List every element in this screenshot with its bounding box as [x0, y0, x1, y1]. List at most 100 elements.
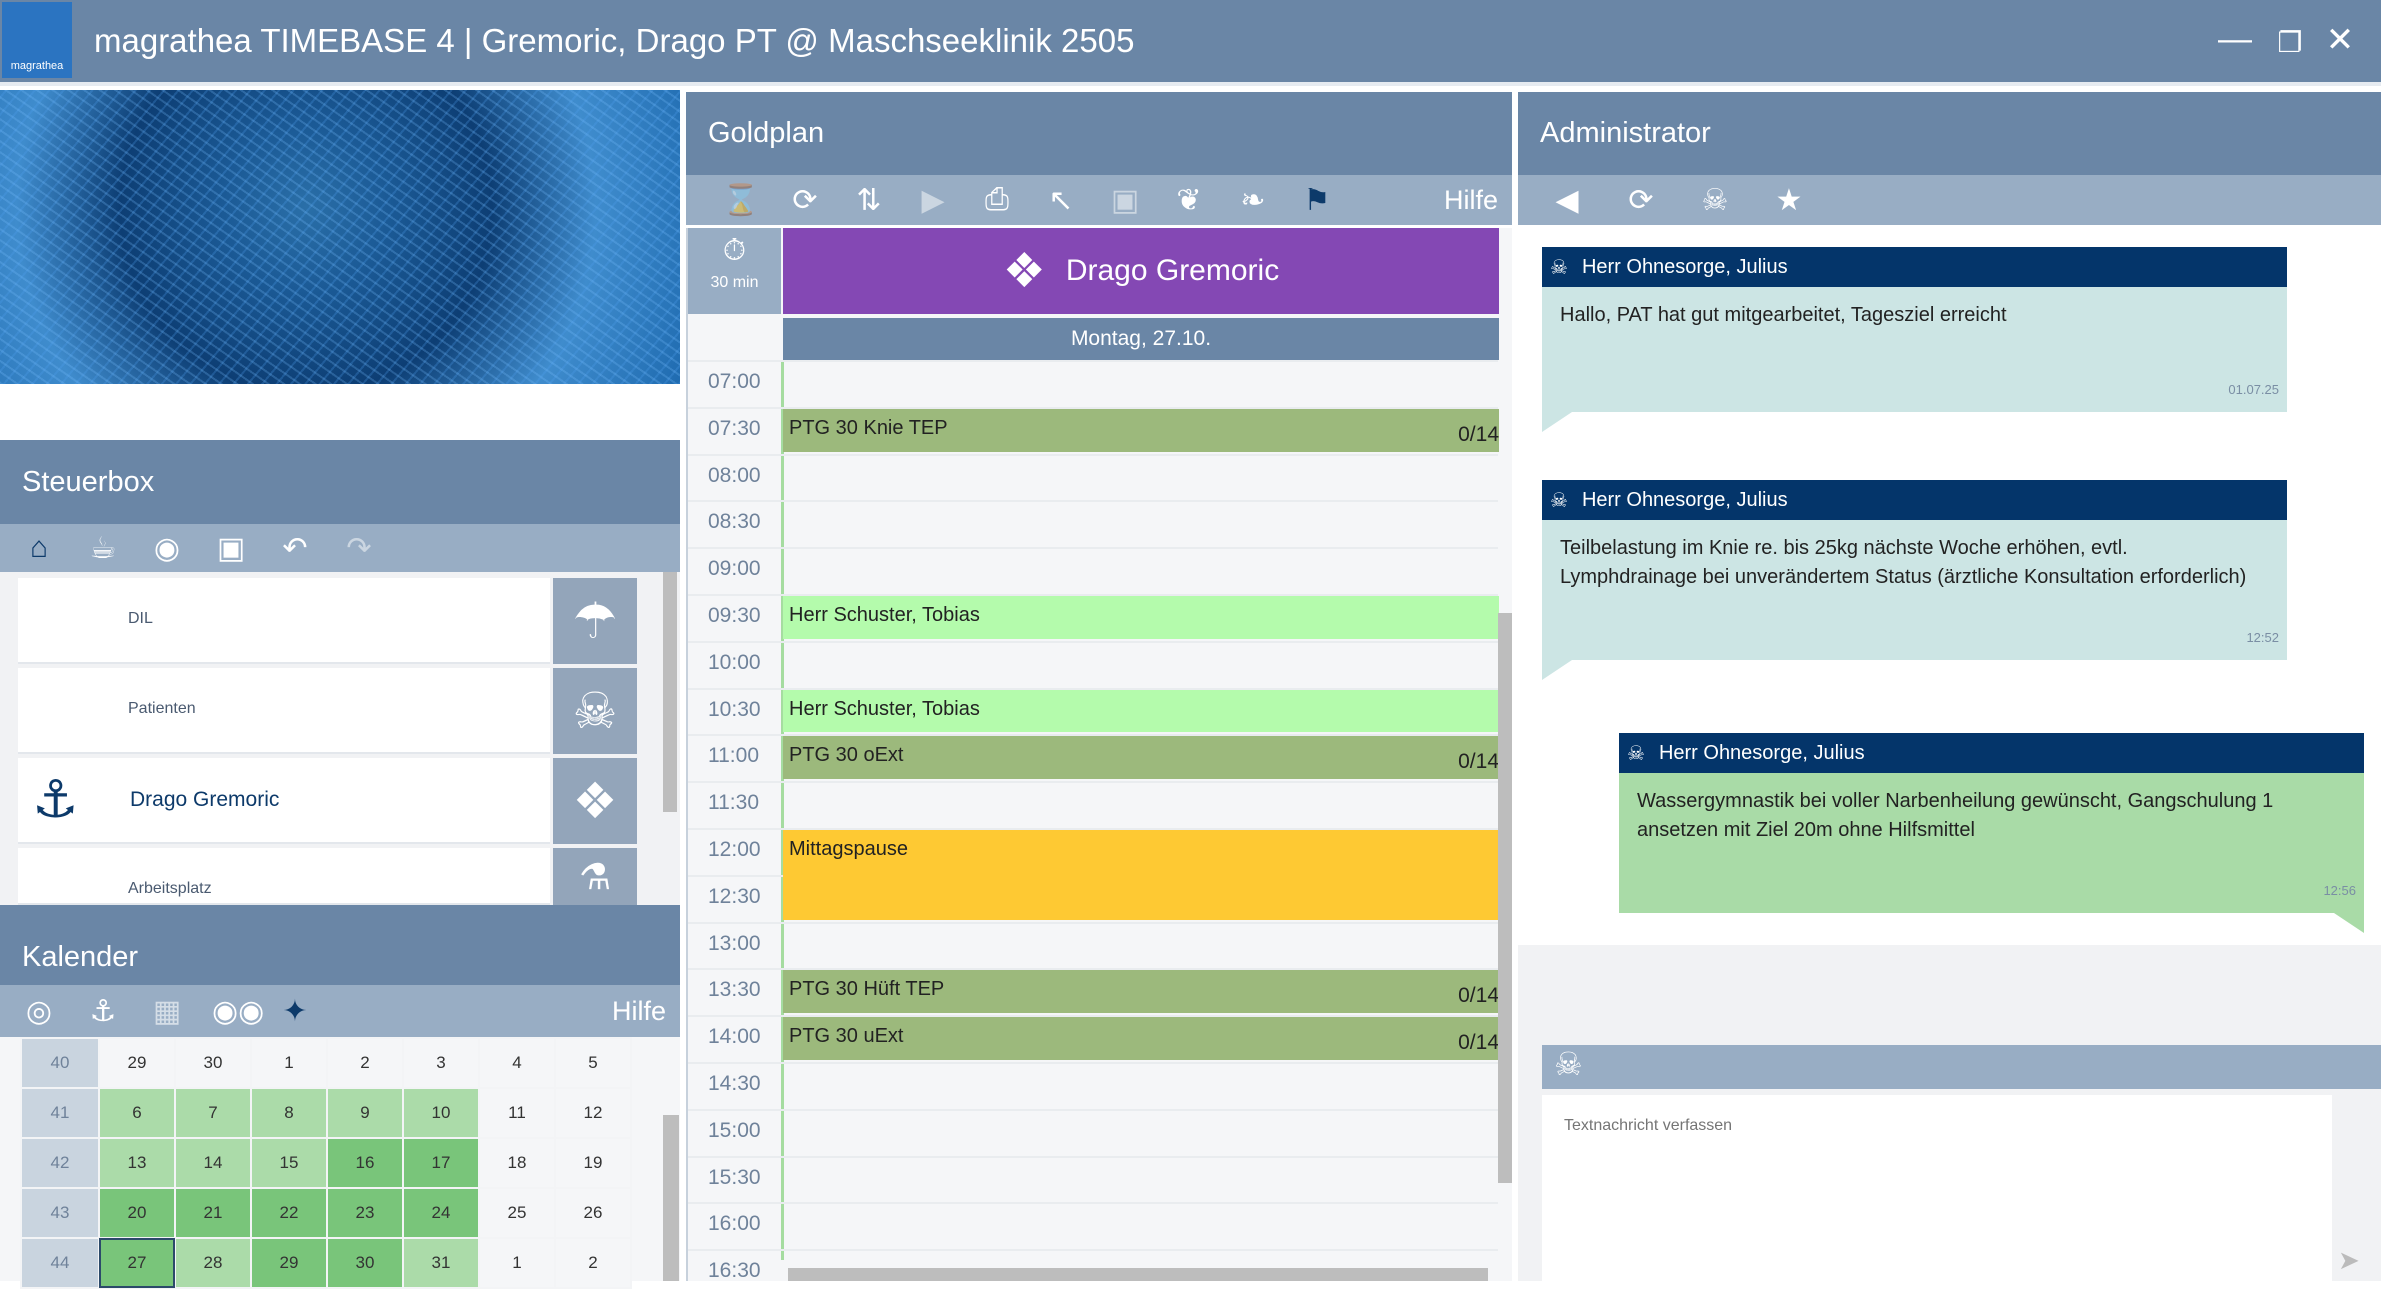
- time-row[interactable]: 13:00: [688, 921, 1498, 969]
- week-number[interactable]: 41: [20, 1087, 100, 1139]
- appointment[interactable]: Mittagspause: [783, 830, 1499, 920]
- calendar-day[interactable]: 30: [326, 1237, 404, 1289]
- time-row[interactable]: 14:00: [688, 1015, 1498, 1062]
- calendar-day[interactable]: 29: [250, 1237, 328, 1289]
- message-input[interactable]: [1542, 1095, 2332, 1281]
- week-number[interactable]: 40: [20, 1037, 100, 1089]
- calendar-day[interactable]: 25: [478, 1187, 556, 1239]
- interval-box[interactable]: ⏱ 30 min: [688, 228, 781, 314]
- calendar-day[interactable]: 1: [478, 1237, 556, 1289]
- calendar-day[interactable]: 13: [98, 1137, 176, 1189]
- refresh-icon[interactable]: ⟳: [792, 183, 818, 217]
- time-row[interactable]: 16:30: [688, 1249, 1498, 1281]
- back-icon[interactable]: ◀: [1555, 183, 1579, 217]
- calendar-day[interactable]: 19: [554, 1137, 632, 1189]
- goldplan-help-button[interactable]: Hilfe: [1443, 184, 1498, 215]
- calendar-day[interactable]: 10: [402, 1087, 480, 1139]
- time-row[interactable]: 07:30: [688, 406, 1498, 454]
- time-row[interactable]: 14:30: [688, 1062, 1498, 1109]
- calendar-day[interactable]: 24: [402, 1187, 480, 1239]
- appointment[interactable]: PTG 30 uExt 0/14: [783, 1017, 1499, 1060]
- calendar-day[interactable]: 8: [250, 1087, 328, 1139]
- week-number[interactable]: 43: [20, 1187, 100, 1239]
- calendar-day[interactable]: 15: [250, 1137, 328, 1189]
- minimize-button[interactable]: —: [2218, 20, 2252, 58]
- time-row[interactable]: 11:30: [688, 781, 1498, 828]
- target-icon[interactable]: ◎: [25, 994, 53, 1028]
- time-row[interactable]: 07:00: [688, 360, 1498, 407]
- calendar-day[interactable]: 11: [478, 1087, 556, 1139]
- calendar-day[interactable]: 5: [554, 1037, 632, 1089]
- star-icon[interactable]: ★: [1775, 183, 1803, 217]
- time-row[interactable]: 10:00: [688, 640, 1498, 688]
- steuerbox-item-dil[interactable]: DIL: [18, 578, 550, 664]
- fish-icon[interactable]: ❖: [553, 758, 637, 844]
- time-row[interactable]: 10:30: [688, 687, 1498, 735]
- octopus-icon[interactable]: ☠: [1701, 183, 1729, 217]
- appointment[interactable]: PTG 30 Hüft TEP 0/14: [783, 970, 1499, 1014]
- goldplan-hscroll[interactable]: [788, 1268, 1488, 1281]
- calendar-day[interactable]: 3: [402, 1037, 480, 1089]
- octopus-icon[interactable]: ☠: [553, 668, 637, 754]
- time-row[interactable]: 12:00: [688, 828, 1498, 875]
- redo-icon[interactable]: ↷: [346, 531, 372, 565]
- camera-refresh-icon[interactable]: ◉: [153, 531, 181, 565]
- checkered-flag-icon[interactable]: ⚑: [1303, 183, 1331, 217]
- calendar-day[interactable]: 12: [554, 1087, 632, 1139]
- leaf-cross-icon[interactable]: ❦: [1176, 183, 1202, 217]
- home-icon[interactable]: ⌂: [29, 531, 49, 564]
- owl-icon[interactable]: ◉◉: [212, 994, 265, 1028]
- calendar-day[interactable]: 18: [478, 1137, 556, 1189]
- patient-header[interactable]: ❖ Drago Gremoric: [783, 228, 1499, 314]
- calendar-day[interactable]: 26: [554, 1187, 632, 1239]
- calendar-day[interactable]: 20: [98, 1187, 176, 1239]
- briefcase-icon[interactable]: ▣: [1110, 183, 1140, 217]
- play-timer-icon[interactable]: ▶: [921, 183, 945, 217]
- calendar-day[interactable]: 14: [174, 1137, 252, 1189]
- calendar-day[interactable]: 31: [402, 1237, 480, 1289]
- calendar-day[interactable]: 16: [326, 1137, 404, 1189]
- time-row[interactable]: 09:00: [688, 547, 1498, 594]
- calendar-day[interactable]: 23: [326, 1187, 404, 1239]
- leaf-icon[interactable]: ❧: [1240, 183, 1266, 217]
- cursor-icon[interactable]: ↖: [1048, 183, 1074, 217]
- close-button[interactable]: ✕: [2325, 21, 2355, 59]
- steuerbox-item-arbeitsplatz[interactable]: Arbeitsplatz: [18, 848, 550, 905]
- hospital-icon[interactable]: ▦: [152, 994, 182, 1028]
- time-row[interactable]: 11:00: [688, 734, 1498, 781]
- time-row[interactable]: 08:00: [688, 453, 1498, 501]
- steuerbox-scrollbar[interactable]: [663, 572, 677, 812]
- calendar-day[interactable]: 28: [174, 1237, 252, 1289]
- appointment[interactable]: PTG 30 Knie TEP 0/14: [783, 408, 1499, 452]
- kalender-help-button[interactable]: Hilfe: [611, 995, 666, 1026]
- anchor-icon[interactable]: ⚓: [89, 994, 117, 1028]
- steuerbox-item-patient[interactable]: ⚓ Drago Gremoric: [18, 758, 550, 844]
- calendar-day[interactable]: 9: [326, 1087, 404, 1139]
- calendar-day[interactable]: 22: [250, 1187, 328, 1239]
- calendar-day[interactable]: 6: [98, 1087, 176, 1139]
- send-icon[interactable]: ➤: [2338, 1245, 2360, 1275]
- week-number[interactable]: 42: [20, 1137, 100, 1189]
- calendar-day[interactable]: 1: [250, 1037, 328, 1089]
- swap-icon[interactable]: ⇅: [856, 183, 882, 217]
- calendar-day[interactable]: 30: [174, 1037, 252, 1089]
- appointment[interactable]: Herr Schuster, Tobias: [783, 596, 1499, 639]
- goldplan-vscroll[interactable]: [1498, 613, 1512, 1183]
- time-row[interactable]: 08:30: [688, 500, 1498, 547]
- time-row[interactable]: 13:30: [688, 968, 1498, 1015]
- kalender-scrollbar[interactable]: [663, 1115, 679, 1281]
- calendar-day[interactable]: 29: [98, 1037, 176, 1089]
- calendar-day[interactable]: 4: [478, 1037, 556, 1089]
- time-row[interactable]: 15:00: [688, 1108, 1498, 1156]
- flask-icon[interactable]: ⚗: [553, 848, 637, 905]
- calendar-day[interactable]: 2: [326, 1037, 404, 1089]
- print-icon[interactable]: ⎙: [985, 183, 1009, 216]
- undo-icon[interactable]: ↶: [282, 531, 308, 565]
- refresh-icon[interactable]: ⟳: [1628, 183, 1654, 217]
- calendar-day[interactable]: 7: [174, 1087, 252, 1139]
- appointment[interactable]: PTG 30 oExt 0/14: [783, 736, 1499, 780]
- hourglass-icon[interactable]: ⌛: [722, 183, 760, 217]
- time-row[interactable]: 16:00: [688, 1202, 1498, 1249]
- appointment[interactable]: Herr Schuster, Tobias: [783, 689, 1499, 733]
- time-row[interactable]: 09:30: [688, 594, 1498, 641]
